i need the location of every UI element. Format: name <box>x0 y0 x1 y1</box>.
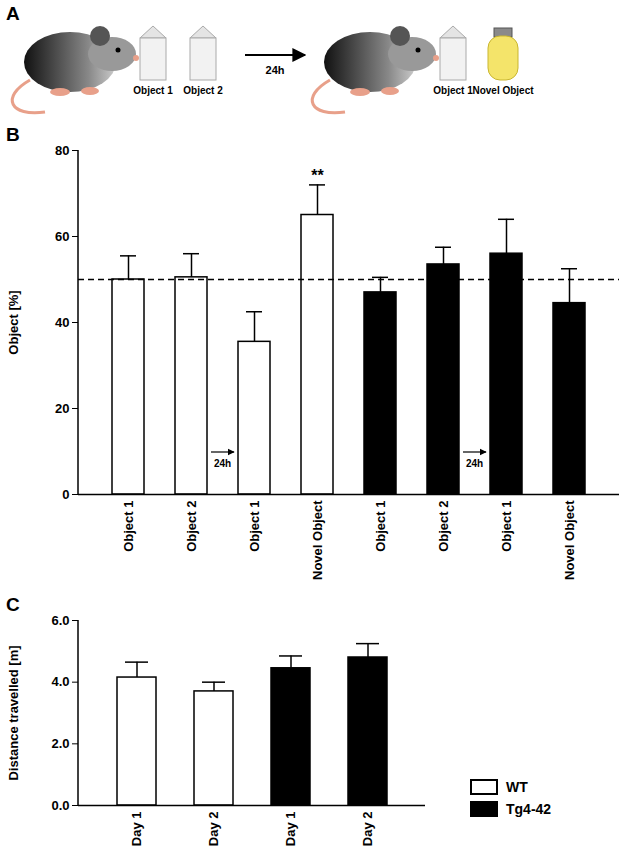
svg-text:6.0: 6.0 <box>51 613 69 628</box>
svg-text:Novel Object: Novel Object <box>310 500 325 580</box>
svg-text:Day 1: Day 1 <box>283 812 298 847</box>
svg-text:20: 20 <box>55 401 69 416</box>
svg-text:80: 80 <box>55 143 69 158</box>
svg-text:Novel Object: Novel Object <box>472 85 534 96</box>
svg-text:Object 1: Object 1 <box>499 501 514 552</box>
svg-text:Novel Object: Novel Object <box>562 500 577 580</box>
svg-text:Distance travelled [m]: Distance travelled [m] <box>6 645 21 780</box>
svg-text:Day 1: Day 1 <box>129 812 144 847</box>
svg-text:Day 2: Day 2 <box>360 812 375 847</box>
svg-text:24h: 24h <box>466 458 483 469</box>
svg-text:Object 1: Object 1 <box>121 501 136 552</box>
svg-text:0: 0 <box>62 487 69 502</box>
svg-text:Object 1: Object 1 <box>433 85 473 96</box>
svg-text:4.0: 4.0 <box>51 674 69 689</box>
html-text:B: B <box>6 124 20 145</box>
svg-text:40: 40 <box>55 315 69 330</box>
svg-text:60: 60 <box>55 229 69 244</box>
svg-text:Object 1: Object 1 <box>133 85 173 96</box>
svg-text:2.0: 2.0 <box>51 736 69 751</box>
svg-text:**: ** <box>311 167 324 184</box>
html-text:C: C <box>6 594 20 615</box>
svg-text:Day 2: Day 2 <box>206 812 221 847</box>
svg-text:Object 2: Object 2 <box>184 501 199 552</box>
html-text:Tg4-42: Tg4-42 <box>506 801 552 817</box>
svg-text:Object 1: Object 1 <box>247 501 262 552</box>
svg-text:0.0: 0.0 <box>51 798 69 813</box>
svg-text:A: A <box>6 3 20 24</box>
svg-text:Object 2: Object 2 <box>183 85 223 96</box>
svg-text:Object 2: Object 2 <box>436 501 451 552</box>
svg-text:24h: 24h <box>266 64 285 76</box>
svg-text:24h: 24h <box>214 458 231 469</box>
svg-text:Object [%]: Object [%] <box>6 290 21 354</box>
html-text:WT: WT <box>506 779 528 795</box>
svg-text:Object 1: Object 1 <box>373 501 388 552</box>
